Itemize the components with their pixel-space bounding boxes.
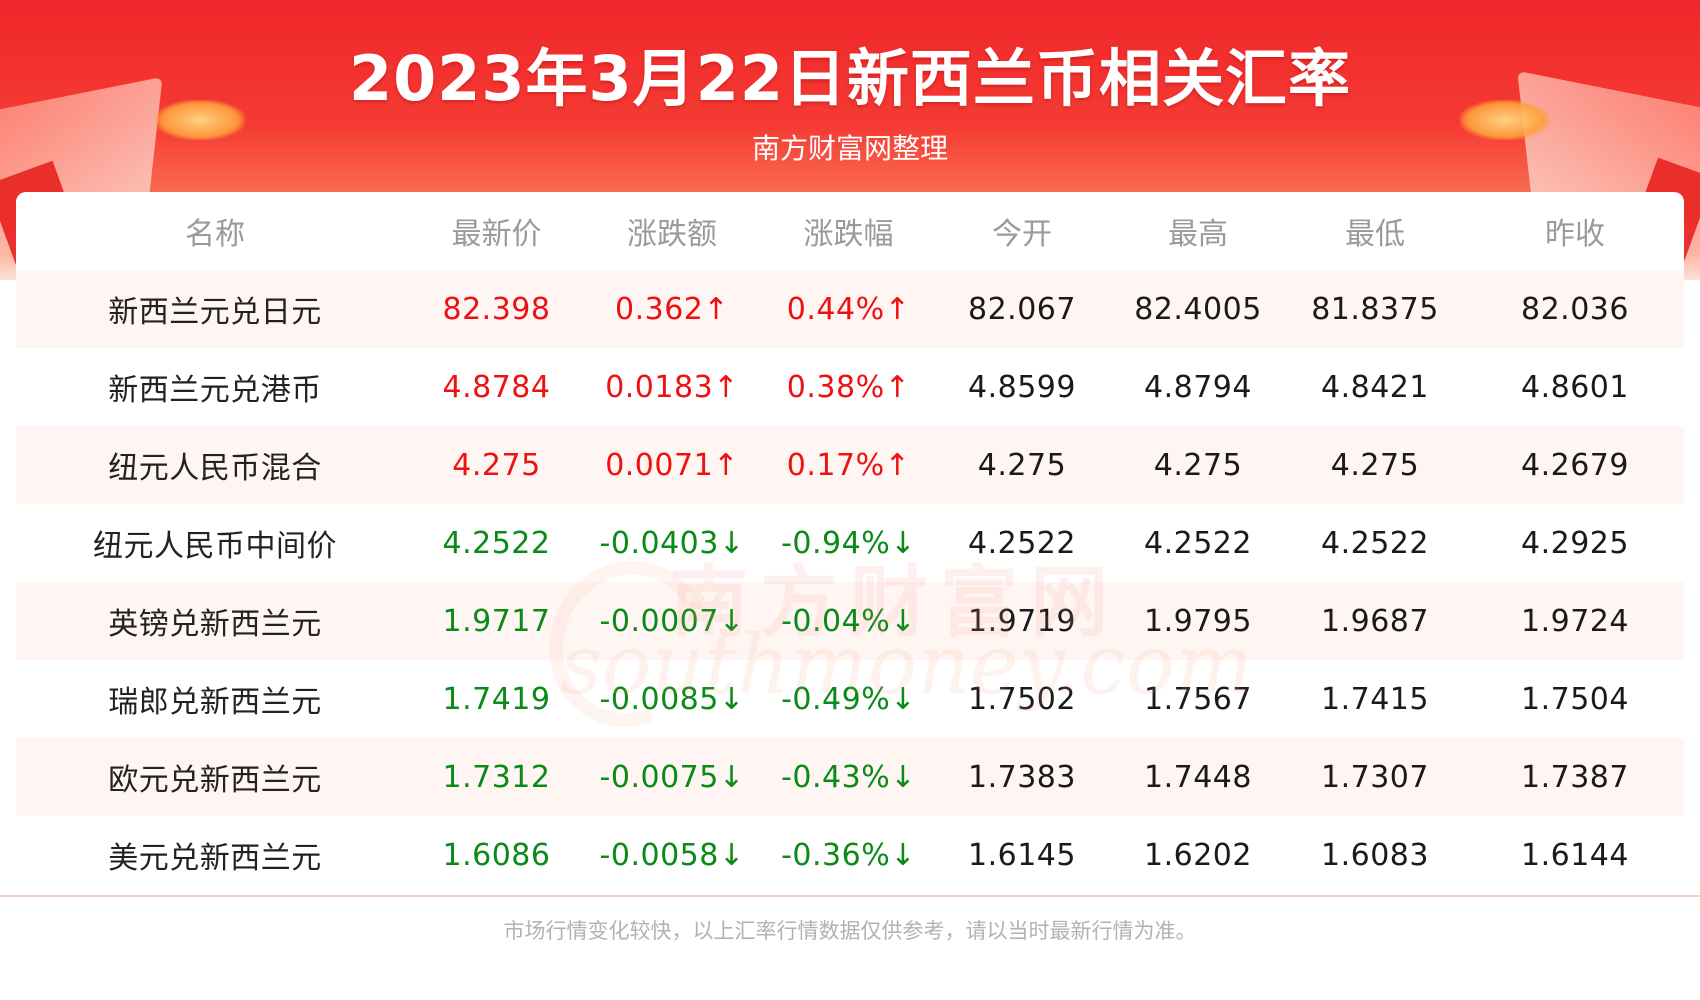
change-percent: 0.44%↑	[786, 291, 911, 327]
currency-pair-name: 新西兰元兑日元	[108, 295, 322, 330]
column-header-high: 最高	[1168, 217, 1228, 252]
latest-price: 4.275	[452, 447, 541, 483]
prev-close-price: 4.8601	[1521, 369, 1629, 405]
high-price: 1.9795	[1144, 603, 1252, 639]
open-price: 1.9719	[968, 603, 1076, 639]
table-row: 瑞郎兑新西兰元 1.7419 -0.0085↓ -0.49%↓ 1.7502 1…	[16, 660, 1684, 738]
column-header-low: 最低	[1345, 217, 1405, 252]
latest-price: 1.9717	[442, 603, 551, 639]
prev-close-price: 82.036	[1521, 291, 1629, 327]
table-card	[16, 192, 1684, 892]
open-price: 4.8599	[968, 369, 1076, 405]
banner-decoration	[1460, 100, 1550, 140]
prev-close-price: 1.7504	[1521, 681, 1629, 717]
currency-pair-name: 欧元兑新西兰元	[108, 763, 322, 798]
open-price: 1.6145	[968, 837, 1076, 873]
table-row: 纽元人民币混合 4.275 0.0071↑ 0.17%↑ 4.275 4.275…	[16, 426, 1684, 504]
change-percent: -0.94%↓	[781, 525, 916, 561]
high-price: 1.7448	[1144, 759, 1252, 795]
latest-price: 1.7419	[442, 681, 551, 717]
open-price: 4.275	[977, 447, 1067, 483]
low-price: 4.2522	[1321, 525, 1429, 561]
low-price: 4.8421	[1321, 369, 1429, 405]
table-header-row: 名称 最新价 涨跌额 涨跌幅 今开 最高 最低 昨收	[16, 192, 1684, 270]
prev-close-price: 4.2679	[1521, 447, 1629, 483]
open-price: 1.7502	[968, 681, 1076, 717]
page-subtitle: 南方财富网整理	[751, 132, 948, 165]
change-amount: -0.0058↓	[599, 837, 745, 873]
currency-pair-name: 纽元人民币混合	[108, 451, 322, 486]
high-price: 4.8794	[1144, 369, 1252, 405]
low-price: 81.8375	[1311, 291, 1439, 327]
low-price: 1.7307	[1321, 759, 1429, 795]
open-price: 4.2522	[968, 525, 1076, 561]
low-price: 1.7415	[1321, 681, 1429, 717]
open-price: 82.067	[968, 291, 1076, 327]
prev-close-price: 1.9724	[1521, 603, 1629, 639]
change-amount: -0.0007↓	[599, 603, 745, 639]
low-price: 4.275	[1330, 447, 1420, 483]
high-price: 4.2522	[1144, 525, 1252, 561]
change-percent: -0.04%↓	[781, 603, 916, 639]
high-price: 1.7567	[1144, 681, 1252, 717]
change-percent: -0.49%↓	[781, 681, 916, 717]
page-title: 2023年3月22日新西兰币相关汇率	[349, 42, 1351, 115]
column-header-name: 名称	[185, 217, 245, 252]
change-amount: 0.0183↑	[605, 369, 739, 405]
column-header-latest: 最新价	[451, 217, 542, 252]
table-row: 纽元人民币中间价 4.2522 -0.0403↓ -0.94%↓ 4.2522 …	[16, 504, 1684, 582]
latest-price: 82.398	[442, 291, 551, 327]
change-percent: -0.43%↓	[781, 759, 916, 795]
change-amount: -0.0085↓	[599, 681, 745, 717]
prev-close-price: 1.6144	[1521, 837, 1629, 873]
low-price: 1.6083	[1321, 837, 1429, 873]
change-percent: 0.38%↑	[786, 369, 911, 405]
change-amount: 0.362↑	[614, 291, 730, 327]
currency-pair-name: 美元兑新西兰元	[108, 841, 322, 876]
change-amount: -0.0403↓	[599, 525, 745, 561]
column-header-change: 涨跌额	[627, 217, 717, 252]
table-row: 新西兰元兑港币 4.8784 0.0183↑ 0.38%↑ 4.8599 4.8…	[16, 348, 1684, 426]
latest-price: 4.8784	[442, 369, 551, 405]
banner-decoration	[155, 100, 245, 140]
high-price: 4.275	[1153, 447, 1243, 483]
prev-close-price: 4.2925	[1521, 525, 1629, 561]
change-amount: -0.0075↓	[599, 759, 745, 795]
column-header-open: 今开	[992, 217, 1052, 252]
table-row: 欧元兑新西兰元 1.7312 -0.0075↓ -0.43%↓ 1.7383 1…	[16, 738, 1684, 816]
low-price: 1.9687	[1321, 603, 1429, 639]
table-row: 新西兰元兑日元 82.398 0.362↑ 0.44%↑ 82.067 82.4…	[16, 270, 1684, 348]
column-header-prev-close: 昨收	[1545, 217, 1605, 252]
open-price: 1.7383	[968, 759, 1076, 795]
latest-price: 4.2522	[442, 525, 551, 561]
table-row: 英镑兑新西兰元 1.9717 -0.0007↓ -0.04%↓ 1.9719 1…	[16, 582, 1684, 660]
change-amount: 0.0071↑	[605, 447, 739, 483]
currency-pair-name: 新西兰元兑港币	[108, 373, 322, 408]
latest-price: 1.6086	[442, 837, 551, 873]
currency-pair-name: 瑞郎兑新西兰元	[108, 685, 322, 720]
exchange-rate-table: 名称 最新价 涨跌额 涨跌幅 今开 最高 最低 昨收 新西兰元兑日元 82.39…	[16, 192, 1684, 894]
latest-price: 1.7312	[442, 759, 551, 795]
change-percent: -0.36%↓	[781, 837, 916, 873]
high-price: 1.6202	[1144, 837, 1252, 873]
change-percent: 0.17%↑	[786, 447, 911, 483]
table-row: 美元兑新西兰元 1.6086 -0.0058↓ -0.36%↓ 1.6145 1…	[16, 816, 1684, 894]
column-header-change-pct: 涨跌幅	[803, 217, 894, 252]
currency-pair-name: 纽元人民币中间价	[93, 529, 337, 564]
currency-pair-name: 英镑兑新西兰元	[108, 607, 322, 642]
high-price: 82.4005	[1134, 291, 1262, 327]
disclaimer-text: 市场行情变化较快，以上汇率行情数据仅供参考，请以当时最新行情为准。	[503, 919, 1197, 943]
prev-close-price: 1.7387	[1521, 759, 1629, 795]
footer-divider	[0, 895, 1700, 897]
